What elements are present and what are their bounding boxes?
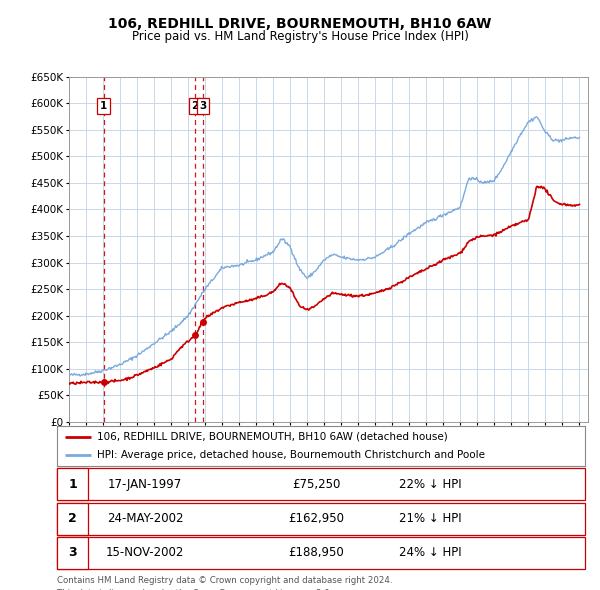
Text: 15-NOV-2002: 15-NOV-2002	[106, 546, 184, 559]
Text: 2: 2	[68, 512, 77, 525]
Text: £188,950: £188,950	[289, 546, 344, 559]
Text: 24% ↓ HPI: 24% ↓ HPI	[399, 546, 461, 559]
Text: HPI: Average price, detached house, Bournemouth Christchurch and Poole: HPI: Average price, detached house, Bour…	[97, 450, 485, 460]
Text: 1: 1	[68, 478, 77, 491]
Text: 22% ↓ HPI: 22% ↓ HPI	[399, 478, 461, 491]
Text: £162,950: £162,950	[288, 512, 344, 525]
Text: 106, REDHILL DRIVE, BOURNEMOUTH, BH10 6AW: 106, REDHILL DRIVE, BOURNEMOUTH, BH10 6A…	[109, 17, 491, 31]
Text: 1: 1	[100, 101, 107, 111]
Text: 106, REDHILL DRIVE, BOURNEMOUTH, BH10 6AW (detached house): 106, REDHILL DRIVE, BOURNEMOUTH, BH10 6A…	[97, 432, 448, 442]
Text: 3: 3	[68, 546, 77, 559]
Text: 17-JAN-1997: 17-JAN-1997	[108, 478, 182, 491]
Text: 21% ↓ HPI: 21% ↓ HPI	[399, 512, 461, 525]
Text: 3: 3	[199, 101, 206, 111]
Text: 2: 2	[191, 101, 199, 111]
Text: Contains HM Land Registry data © Crown copyright and database right 2024.: Contains HM Land Registry data © Crown c…	[57, 576, 392, 585]
Text: 24-MAY-2002: 24-MAY-2002	[107, 512, 184, 525]
Text: £75,250: £75,250	[292, 478, 340, 491]
Text: Price paid vs. HM Land Registry's House Price Index (HPI): Price paid vs. HM Land Registry's House …	[131, 30, 469, 43]
Text: This data is licensed under the Open Government Licence v3.0.: This data is licensed under the Open Gov…	[57, 589, 332, 590]
